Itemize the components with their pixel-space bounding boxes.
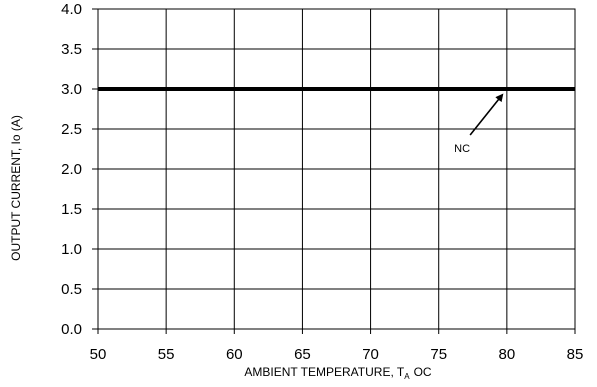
y-tick-label: 4.0	[61, 1, 82, 18]
nc-annotation-arrow	[469, 93, 504, 136]
y-tick-label: 2.0	[61, 161, 82, 178]
y-tick-label: 0.5	[61, 281, 82, 298]
x-tick-label: 70	[362, 346, 379, 363]
x-tick-label: 50	[90, 346, 107, 363]
y-tick-label: 1.0	[61, 241, 82, 258]
nc-annotation: NC	[454, 93, 504, 155]
y-tick-labels: 0.0 0.5 1.0 1.5 2.0 2.5 3.0 3.5 4.0	[61, 1, 82, 338]
x-axis-title-main: AMBIENT TEMPERATURE, T	[244, 365, 404, 379]
plot-frame	[97, 8, 576, 330]
y-tick-label: 2.5	[61, 121, 82, 138]
y-tick-label: 1.5	[61, 201, 82, 218]
x-tick-label: 80	[499, 346, 516, 363]
y-tick-label: 3.5	[61, 41, 82, 58]
y-tick-label: 0.0	[61, 321, 82, 338]
nc-annotation-label: NC	[454, 143, 470, 155]
x-tick-label: 60	[226, 346, 243, 363]
x-axis-title-subscript: A	[404, 372, 410, 381]
x-tick-label: 75	[430, 346, 447, 363]
y-tick-label: 3.0	[61, 81, 82, 98]
x-tick-label: 85	[567, 346, 584, 363]
x-tick-labels: 50 55 60 65 70 75 80 85	[90, 346, 584, 363]
x-tick-label: 65	[294, 346, 311, 363]
y-axis-title: OUTPUT CURRENT, Io (A)	[9, 115, 23, 261]
plot-grid	[92, 8, 576, 334]
x-axis-title-unit: OC	[414, 365, 432, 379]
x-axis-title: AMBIENT TEMPERATURE, TA OC	[244, 365, 431, 381]
x-tick-label: 55	[158, 346, 175, 363]
